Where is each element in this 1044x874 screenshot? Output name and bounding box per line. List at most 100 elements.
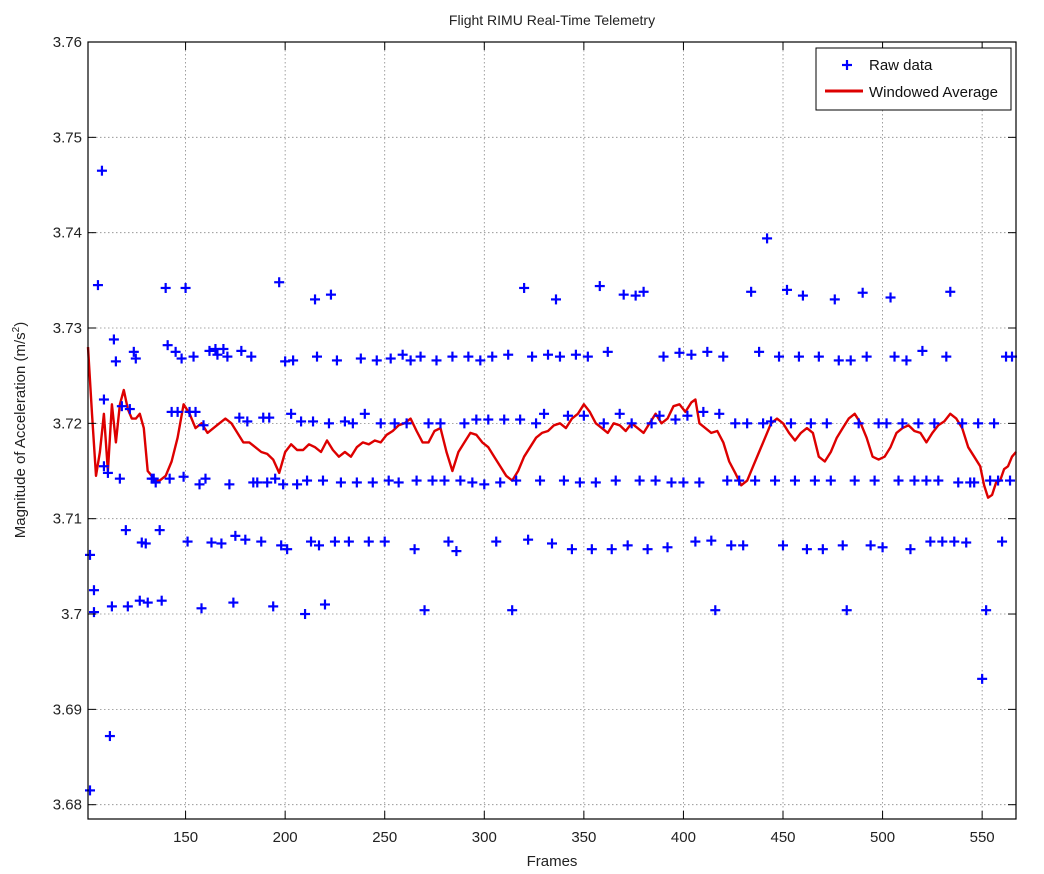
raw-data-point xyxy=(180,282,191,293)
raw-data-point xyxy=(698,406,709,417)
raw-data-point xyxy=(206,537,217,548)
raw-data-point xyxy=(439,475,450,486)
raw-data-point xyxy=(401,418,412,429)
raw-data-point xyxy=(694,477,705,488)
windowed-average-line xyxy=(86,347,1017,499)
raw-data-point xyxy=(778,540,789,551)
raw-data-point xyxy=(686,349,697,360)
raw-data-point xyxy=(746,286,757,297)
raw-data-point xyxy=(339,416,350,427)
raw-data-point xyxy=(734,475,745,486)
raw-data-point xyxy=(678,477,689,488)
raw-data-point xyxy=(182,536,193,547)
raw-data-point xyxy=(463,351,474,362)
raw-data-point xyxy=(88,607,99,618)
raw-data-point xyxy=(507,605,518,616)
raw-data-point xyxy=(750,475,761,486)
raw-data-point xyxy=(586,544,597,555)
raw-data-point xyxy=(594,281,605,292)
raw-data-point xyxy=(300,609,311,620)
raw-data-point xyxy=(455,475,466,486)
x-tick-label: 200 xyxy=(273,829,298,846)
raw-data-point xyxy=(154,525,165,536)
grid xyxy=(88,41,1016,819)
raw-data-point xyxy=(335,477,346,488)
raw-data-point xyxy=(467,477,478,488)
raw-data-point xyxy=(150,477,161,488)
x-tick-label: 500 xyxy=(870,829,895,846)
raw-data-point xyxy=(937,536,948,547)
raw-data-point xyxy=(554,351,565,362)
raw-data-point xyxy=(547,538,557,549)
x-tick-label: 550 xyxy=(970,829,995,846)
raw-data-point xyxy=(274,277,285,288)
raw-data-point xyxy=(865,540,876,551)
raw-data-point xyxy=(610,475,621,486)
raw-data-point xyxy=(885,292,896,303)
raw-data-point xyxy=(359,408,370,419)
raw-data-point xyxy=(178,471,189,482)
raw-data-point xyxy=(268,601,279,612)
raw-data-point xyxy=(306,536,317,547)
raw-data-point xyxy=(762,233,773,244)
raw-data-point xyxy=(499,414,510,425)
raw-data-point xyxy=(690,536,701,547)
raw-data-point xyxy=(929,418,940,429)
raw-data-point xyxy=(933,475,944,486)
raw-data-point xyxy=(969,477,980,488)
raw-data-point xyxy=(582,351,593,362)
raw-data-point xyxy=(188,351,199,362)
raw-data-point xyxy=(367,477,378,488)
raw-data-point xyxy=(393,477,404,488)
raw-data-point xyxy=(957,418,968,429)
raw-data-point xyxy=(276,540,287,551)
raw-data-point xyxy=(809,475,820,486)
raw-data-point xyxy=(405,355,416,366)
raw-data-point xyxy=(570,349,581,360)
raw-data-point xyxy=(630,290,641,301)
x-axis-label: Frames xyxy=(527,853,578,870)
raw-data-point xyxy=(204,345,215,356)
raw-data-point xyxy=(758,418,769,429)
raw-data-point xyxy=(662,542,673,553)
raw-data-point xyxy=(262,477,273,488)
raw-data-point xyxy=(837,540,848,551)
raw-data-point xyxy=(106,601,117,612)
raw-data-point xyxy=(423,418,434,429)
raw-data-point xyxy=(130,353,141,364)
raw-data-point xyxy=(503,349,514,360)
raw-data-point xyxy=(805,418,816,429)
raw-data-point xyxy=(813,351,824,362)
raw-data-point xyxy=(389,418,400,429)
raw-data-point xyxy=(658,351,669,362)
raw-data-point xyxy=(96,165,107,176)
y-tick-label: 3.7 xyxy=(61,606,82,623)
raw-data-point xyxy=(726,540,737,551)
raw-data-point xyxy=(190,406,201,417)
plot-frame xyxy=(87,41,1017,820)
raw-data-point xyxy=(116,401,127,412)
raw-data-point xyxy=(415,351,426,362)
y-tick-label: 3.72 xyxy=(53,415,82,432)
raw-data-point xyxy=(431,355,442,366)
raw-data-point xyxy=(194,479,205,490)
raw-data-point xyxy=(1005,475,1016,486)
raw-data-point xyxy=(622,540,633,551)
raw-data-point xyxy=(282,544,293,555)
raw-data-point xyxy=(419,605,430,616)
raw-data-point xyxy=(670,414,681,425)
raw-data-point xyxy=(84,549,95,560)
raw-data-point xyxy=(383,475,394,486)
raw-data-point xyxy=(770,475,781,486)
raw-data-point xyxy=(98,394,109,405)
raw-data-point xyxy=(893,475,904,486)
raw-data-point xyxy=(242,416,253,427)
raw-data-point xyxy=(861,351,872,362)
raw-data-point xyxy=(172,406,183,417)
raw-data-point xyxy=(539,408,550,419)
raw-data-point xyxy=(114,473,125,484)
raw-data-point xyxy=(212,349,223,360)
raw-data-point xyxy=(925,536,936,547)
raw-data-point xyxy=(642,544,653,555)
raw-data-point xyxy=(120,525,131,536)
